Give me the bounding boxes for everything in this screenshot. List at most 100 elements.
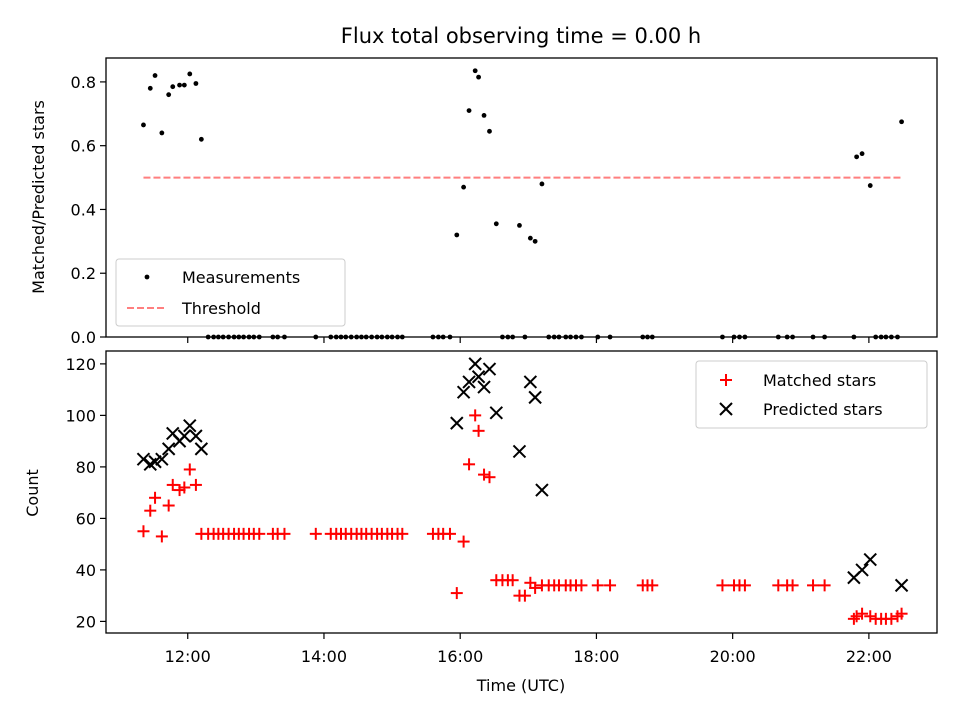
matched-stars-point-47 [463,458,476,471]
measurements-point-45 [454,232,460,238]
measurements-point-51 [487,128,492,134]
matched-stars-point-80 [807,579,820,592]
matched-stars-point-7 [178,481,191,494]
predicted-stars-point-10 [194,442,209,456]
legend-matched-marker [720,374,732,386]
bottom-y-axis-label: Count [23,469,42,517]
matched-stars-point-89 [885,612,898,625]
matched-stars-point-1 [144,504,157,517]
x-tick-label-5: 22:00 [846,647,892,666]
top-y-axis: 0.0 0.2 0.4 0.6 0.8 [71,73,106,347]
matched-stars-point-9 [189,478,202,491]
matched-stars-point-55 [506,574,519,587]
matched-stars-point-44 [443,527,456,540]
matched-stars-point-76 [738,579,751,592]
top-plot-frame [105,57,938,338]
bottom-y-tick-label-5: 120 [65,355,96,374]
predicted-stars-point-4 [161,442,176,456]
predicted-stars-point-18 [489,406,504,420]
matched-stars-point-83 [850,610,863,623]
measurements-point-85 [867,183,873,188]
measurements-point-10 [198,136,204,142]
measurements-point-83 [854,154,860,160]
legend-matched-label: Matched stars [763,371,876,390]
bottom-plot-marks [136,357,909,625]
bottom-legend: Matched stars Predicted stars [695,360,928,429]
top-legend: Measurements Threshold [115,258,346,327]
measurements-point-48 [472,68,478,74]
measurements-point-91 [899,119,904,125]
predicted-stars-point-19 [512,444,527,459]
matched-stars-point-91 [895,607,908,620]
predicted-stars-point-7 [177,429,192,443]
matched-stars-point-4 [162,499,175,512]
matched-stars-point-68 [591,579,604,592]
measurements-point-58 [527,235,533,241]
measurements-point-9 [193,81,199,86]
x-tick-label-2: 16:00 [437,647,483,666]
predicted-stars-point-15 [471,370,486,384]
matched-stars-point-5 [166,478,179,491]
matched-stars-point-67 [575,579,588,592]
measurements-point-52 [493,221,499,227]
matched-stars-point-69 [604,579,617,592]
predicted-stars-point-11 [450,416,464,430]
matched-stars-point-85 [864,610,877,623]
measurements-point-50 [481,112,487,118]
predicted-stars-point-17 [482,362,497,376]
top-y-tick-label-1: 0.2 [71,264,96,283]
top-plot-panel: Flux total observing time = 0.00 h 0.00.… [29,24,938,347]
matched-stars-point-81 [818,579,831,592]
x-tick-label-0: 12:00 [165,647,211,666]
bottom-y-tick-label-4: 100 [65,406,96,425]
top-y-tick-label-2: 0.4 [71,200,96,219]
bottom-plot-frame [105,350,938,634]
measurements-point-60 [539,181,545,187]
measurements-point-8 [187,71,193,77]
top-y-axis-label: Matched/Predicted stars [29,100,48,294]
top-y-tick-label-0: 0.0 [71,328,96,347]
predicted-stars-point-13 [462,375,476,389]
matched-stars-point-72 [646,579,659,592]
measurements-point-0 [141,122,146,128]
matched-stars-point-84 [856,607,869,620]
bottom-y-tick-label-1: 40 [76,561,96,580]
matched-stars-point-46 [457,535,470,548]
predicted-stars-point-16 [477,380,491,394]
bottom-y-tick-label-3: 80 [76,458,96,477]
matched-stars-point-59 [529,581,542,594]
predicted-stars-point-21 [528,390,542,405]
bottom-y-tick-label-0: 20 [76,612,96,631]
matched-stars-point-73 [716,579,729,592]
legend-measurements-label: Measurements [182,268,300,287]
x-axis-label: Time (UTC) [476,676,565,695]
x-tick-label-1: 14:00 [301,647,347,666]
legend-measurements-marker [144,274,150,280]
measurements-point-56 [517,223,522,228]
matched-stars-point-51 [483,471,496,484]
bottom-y-tick-label-2: 60 [76,509,96,528]
bottom-y-axis: 20 40 60 80 100 120 [65,355,106,631]
bottom-plot-panel: 20 40 60 80 100 120 12:00 14:00 16:00 18:00 20:00… [23,337,938,695]
matched-stars-point-40 [396,527,409,540]
top-legend-box [115,258,346,327]
matched-stars-point-3 [155,530,168,543]
top-y-tick-label-4: 0.8 [71,73,96,92]
measurements-point-46 [461,184,467,190]
matched-stars-point-79 [786,579,799,592]
measurements-point-4 [166,92,172,98]
measurements-point-1 [147,85,153,91]
matched-stars-point-57 [518,589,531,602]
matched-stars-point-8 [183,463,196,476]
matched-stars-point-82 [847,612,860,625]
legend-threshold-label: Threshold [181,299,261,318]
measurements-point-84 [859,151,865,157]
matched-stars-point-48 [469,409,482,422]
matched-stars-point-21 [253,527,266,540]
bottom-legend-box [695,360,928,429]
x-tick-label-4: 20:00 [710,647,756,666]
measurements-point-6 [177,82,182,88]
legend-predicted-label: Predicted stars [763,400,883,419]
predicted-stars-point-24 [855,563,869,577]
